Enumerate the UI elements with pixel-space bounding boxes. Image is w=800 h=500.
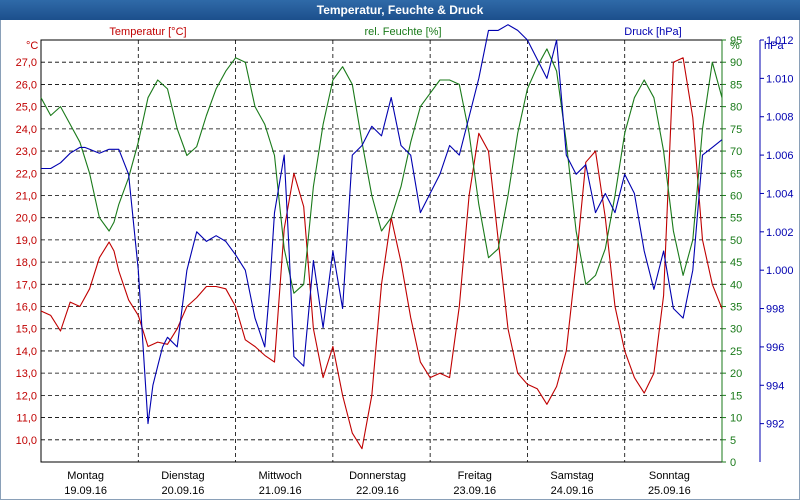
pressure-tick-label: 1.008 (766, 112, 794, 124)
temp-axis-title: Temperatur [°C] (109, 26, 186, 38)
humidity-tick-label: 0 (730, 457, 736, 469)
pressure-tick-label: 1.012 (766, 35, 794, 47)
x-day-label: Montag (67, 470, 104, 482)
series-line-pressure (41, 24, 723, 425)
x-day-label: Samstag (550, 470, 593, 482)
pressure-tick-label: 992 (766, 419, 784, 431)
pressure-tick-label: 998 (766, 304, 784, 316)
temp-tick-label: 12,0 (16, 390, 37, 402)
humidity-tick-label: 65 (730, 168, 742, 180)
humidity-tick-label: 15 (730, 390, 742, 402)
pressure-tick-label: 1.004 (766, 188, 794, 200)
humidity-tick-label: 80 (730, 102, 742, 114)
x-date-label: 25.09.16 (648, 485, 691, 497)
humidity-tick-label: 25 (730, 346, 742, 358)
temp-tick-label: 19,0 (16, 235, 37, 247)
x-day-label: Dienstag (161, 470, 204, 482)
temp-tick-label: 23,0 (16, 146, 37, 158)
plot-border (40, 39, 723, 463)
x-day-label: Donnerstag (349, 470, 406, 482)
temp-tick-label: 13,0 (16, 368, 37, 380)
x-date-label: 21.09.16 (259, 485, 302, 497)
humidity-tick-label: 10 (730, 413, 742, 425)
temp-tick-label: 22,0 (16, 168, 37, 180)
temp-tick-label: 20,0 (16, 213, 37, 225)
humidity-tick-label: 30 (730, 324, 742, 336)
pressure-tick-label: 994 (766, 380, 784, 392)
humidity-tick-label: 95 (730, 35, 742, 47)
window-title: Temperatur, Feuchte & Druck (0, 0, 800, 20)
pressure-tick-label: 1.006 (766, 150, 794, 162)
x-date-label: 20.09.16 (162, 485, 205, 497)
temp-tick-label: 26,0 (16, 79, 37, 91)
temp-tick-label: 27,0 (16, 57, 37, 69)
temp-unit-label: °C (26, 40, 38, 52)
humidity-unit-label: % (730, 40, 740, 52)
grid-lines (40, 39, 723, 463)
humidity-tick-label: 60 (730, 190, 742, 202)
x-date-label: 22.09.16 (356, 485, 399, 497)
temp-tick-label: 14,0 (16, 346, 37, 358)
pressure-unit-label: hPa (764, 40, 784, 52)
humidity-tick-label: 55 (730, 213, 742, 225)
x-date-label: 19.09.16 (64, 485, 107, 497)
humidity-tick-label: 5 (730, 435, 736, 447)
series-line-temperature (40, 57, 723, 450)
temp-tick-label: 25,0 (16, 102, 37, 114)
humidity-axis-title: rel. Feuchte [%] (364, 26, 441, 38)
humidity-tick-label: 40 (730, 279, 742, 291)
pressure-tick-label: 996 (766, 342, 784, 354)
pressure-axis-title: Druck [hPa] (624, 26, 681, 38)
series-line-humidity (40, 48, 723, 294)
pressure-tick-label: 1.002 (766, 227, 794, 239)
x-date-label: 23.09.16 (453, 485, 496, 497)
pressure-tick-label: 1.000 (766, 265, 794, 277)
temp-tick-label: 24,0 (16, 124, 37, 136)
temp-tick-label: 21,0 (16, 190, 37, 202)
temp-tick-label: 15,0 (16, 324, 37, 336)
x-day-label: Mittwoch (259, 470, 302, 482)
temp-tick-label: 18,0 (16, 257, 37, 269)
x-day-label: Sonntag (649, 470, 690, 482)
humidity-tick-label: 75 (730, 124, 742, 136)
temp-tick-label: 10,0 (16, 435, 37, 447)
temp-tick-label: 17,0 (16, 279, 37, 291)
humidity-tick-label: 45 (730, 257, 742, 269)
humidity-tick-label: 85 (730, 79, 742, 91)
x-day-label: Freitag (458, 470, 492, 482)
humidity-tick-label: 35 (730, 302, 742, 314)
x-date-label: 24.09.16 (551, 485, 594, 497)
temp-tick-label: 11,0 (16, 413, 37, 425)
temp-tick-label: 16,0 (16, 302, 37, 314)
humidity-tick-label: 70 (730, 146, 742, 158)
humidity-tick-label: 90 (730, 57, 742, 69)
humidity-tick-label: 50 (730, 235, 742, 247)
pressure-tick-label: 1.010 (766, 73, 794, 85)
humidity-tick-label: 20 (730, 368, 742, 380)
